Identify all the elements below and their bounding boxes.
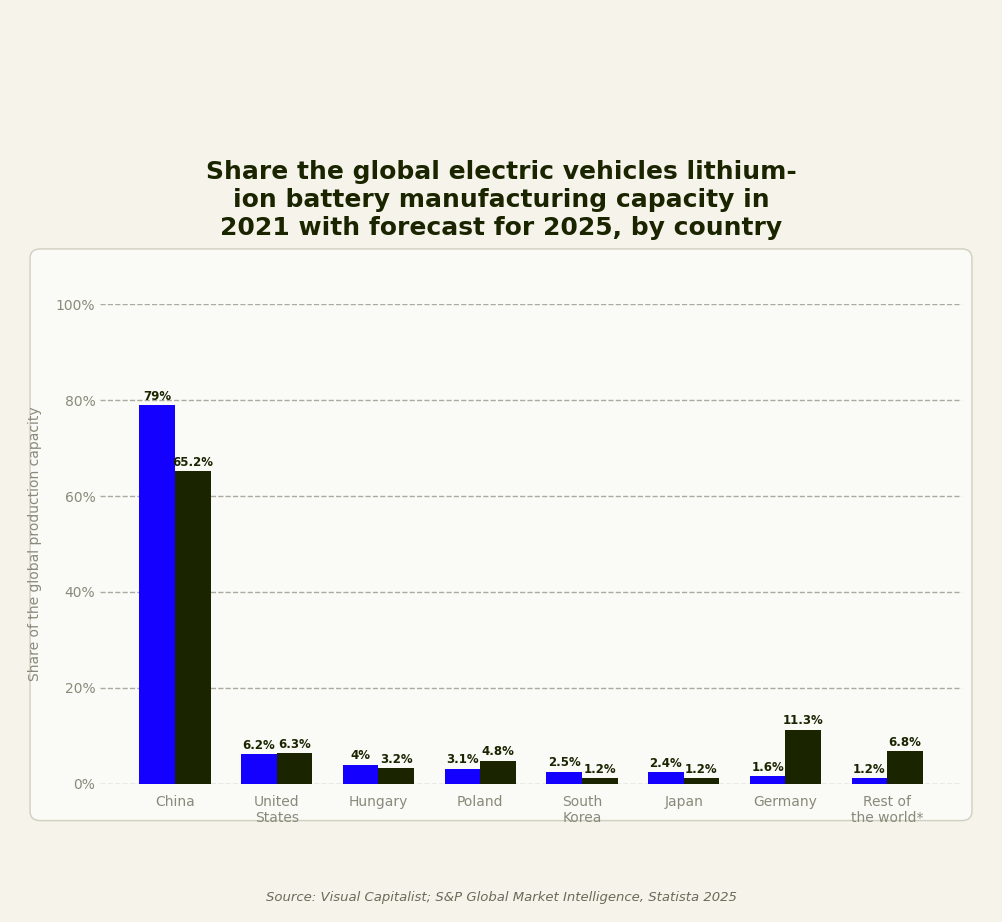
Text: Share the global electric vehicles lithium-
ion battery manufacturing capacity i: Share the global electric vehicles lithi… [205, 160, 797, 240]
Text: 6.2%: 6.2% [242, 739, 276, 751]
Text: 4%: 4% [351, 750, 371, 762]
Bar [887, 751, 923, 784]
Bar [139, 405, 175, 784]
Bar [241, 754, 277, 784]
Text: 65.2%: 65.2% [172, 455, 213, 468]
Text: 1.2%: 1.2% [583, 762, 616, 775]
Bar [749, 776, 786, 784]
Bar [277, 753, 313, 784]
Text: 1.2%: 1.2% [685, 762, 717, 775]
Bar [480, 761, 516, 784]
Bar [379, 768, 414, 784]
Text: 2.5%: 2.5% [548, 756, 580, 769]
Text: Source: Visual Capitalist; S&P Global Market Intelligence, Statista 2025: Source: Visual Capitalist; S&P Global Ma… [266, 891, 736, 904]
Bar [786, 729, 821, 784]
Bar [648, 773, 683, 784]
Text: 3.1%: 3.1% [446, 753, 479, 766]
Bar [445, 769, 480, 784]
Text: 79%: 79% [143, 390, 171, 403]
Text: 2.4%: 2.4% [649, 757, 682, 770]
Text: 1.6%: 1.6% [752, 761, 784, 774]
Y-axis label: Share of the global production capacity: Share of the global production capacity [28, 407, 42, 681]
Bar [546, 772, 582, 784]
Bar [582, 778, 617, 784]
Text: 6.3%: 6.3% [279, 739, 311, 751]
Bar [683, 778, 719, 784]
Text: 6.8%: 6.8% [889, 736, 922, 749]
Text: 1.2%: 1.2% [853, 762, 886, 775]
Bar [343, 764, 379, 784]
Text: 4.8%: 4.8% [482, 745, 514, 758]
Text: 11.3%: 11.3% [783, 715, 824, 727]
Text: 3.2%: 3.2% [380, 753, 413, 766]
Bar [175, 471, 210, 784]
Bar [852, 778, 887, 784]
